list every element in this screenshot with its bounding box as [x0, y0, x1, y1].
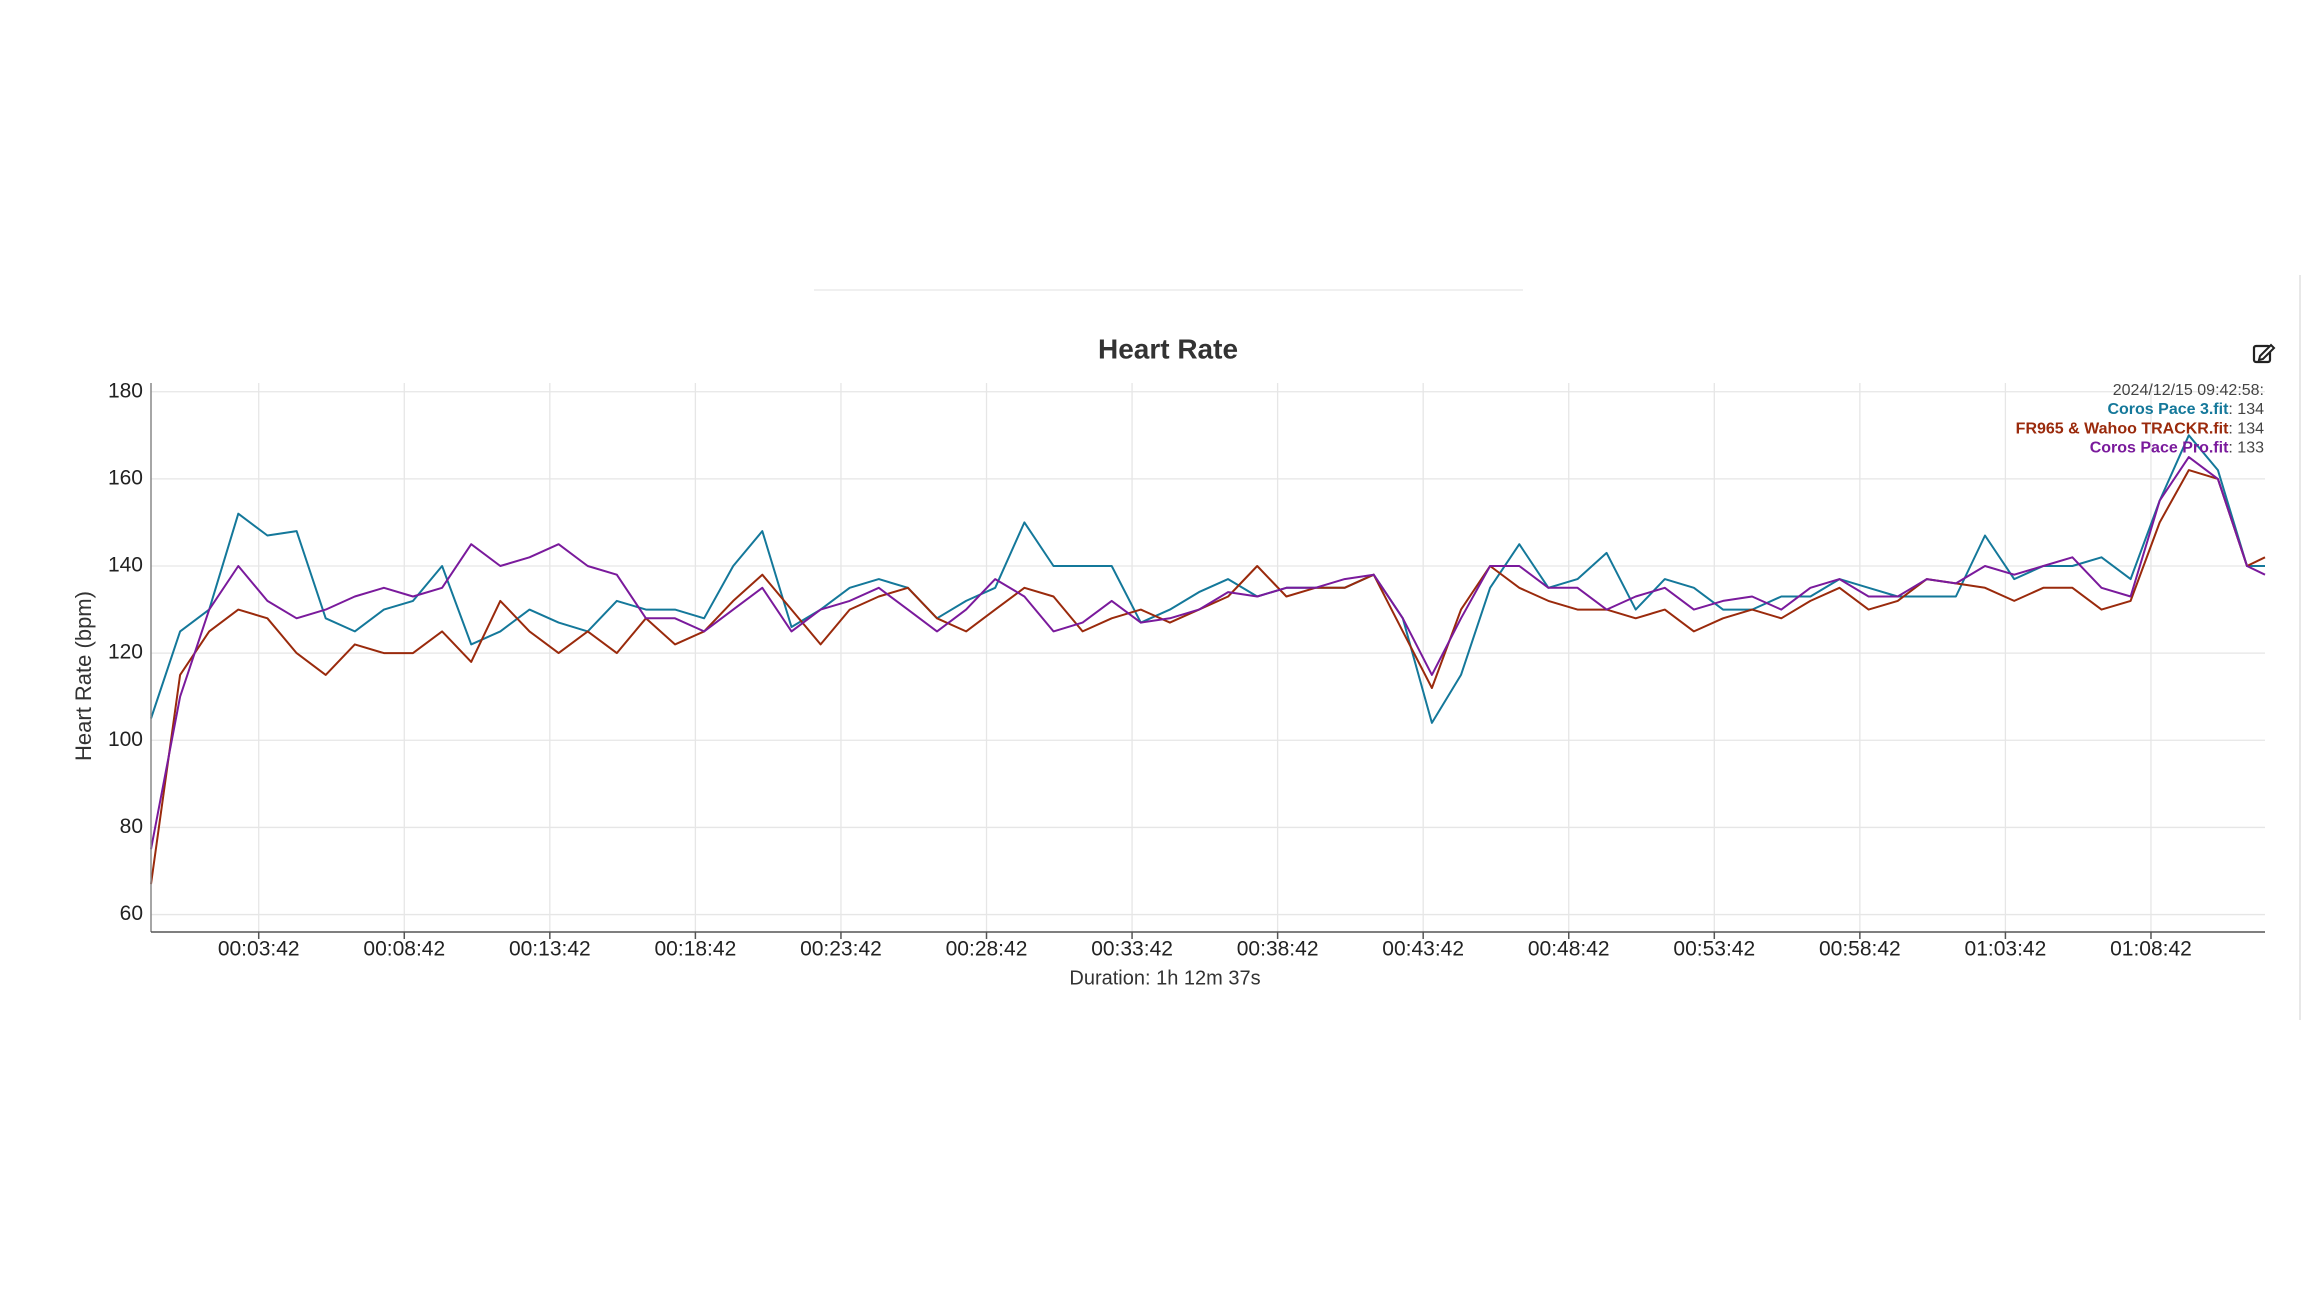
- tooltip-part: 133: [2237, 440, 2264, 457]
- x-tick-label: 00:18:42: [655, 938, 737, 961]
- y-tick-label: 120: [108, 641, 143, 664]
- x-axis-label: Duration: 1h 12m 37s: [1069, 967, 1260, 989]
- tooltip-part: :: [2228, 421, 2237, 438]
- tooltip-part: :: [2228, 401, 2237, 418]
- tooltip-entry: FR965 & Wahoo TRACKR.fit: 134: [2016, 421, 2264, 438]
- series-line: [150, 469, 2266, 885]
- y-tick-label: 100: [108, 728, 143, 751]
- tooltip-part: Coros Pace Pro.fit: [2090, 440, 2229, 457]
- x-tick-label: 00:03:42: [218, 938, 300, 961]
- chart-title: Heart Rate: [1098, 333, 1238, 364]
- y-axis-label: Heart Rate (bpm): [71, 591, 96, 761]
- x-tick-label: 00:43:42: [1382, 938, 1464, 961]
- series-line: [150, 434, 2265, 724]
- tooltip-part: Coros Pace 3.fit: [2107, 401, 2229, 418]
- tooltip-part: 134: [2237, 401, 2264, 418]
- y-tick-label: 80: [120, 815, 143, 838]
- x-tick-label: 00:33:42: [1091, 938, 1173, 961]
- x-tick-label: 00:48:42: [1528, 938, 1610, 961]
- x-tick-label: 01:08:42: [2110, 938, 2192, 961]
- x-tick-label: 01:03:42: [1965, 938, 2047, 961]
- y-tick-label: 60: [120, 902, 143, 925]
- x-tick-label: 00:13:42: [509, 938, 591, 961]
- y-tick-label: 180: [108, 379, 143, 402]
- tooltip-part: :: [2228, 440, 2237, 457]
- edit-icon[interactable]: [2252, 343, 2276, 364]
- series-line: [150, 456, 2266, 850]
- x-tick-label: 00:28:42: [946, 938, 1028, 961]
- x-tick-label: 00:53:42: [1673, 938, 1755, 961]
- tooltip-entry: Coros Pace 3.fit: 134: [2107, 401, 2264, 418]
- tooltip-entry: Coros Pace Pro.fit: 133: [2090, 440, 2264, 457]
- tooltip-part: FR965 & Wahoo TRACKR.fit: [2016, 421, 2229, 438]
- x-tick-label: 00:23:42: [800, 938, 882, 961]
- y-tick-label: 160: [108, 466, 143, 489]
- x-tick-label: 00:08:42: [363, 938, 445, 961]
- x-tick-label: 00:38:42: [1237, 938, 1319, 961]
- x-tick-label: 00:58:42: [1819, 938, 1901, 961]
- y-tick-label: 140: [108, 554, 143, 577]
- tooltip-part: 134: [2237, 421, 2264, 438]
- tooltip-time: 2024/12/15 09:42:58:: [2113, 382, 2264, 399]
